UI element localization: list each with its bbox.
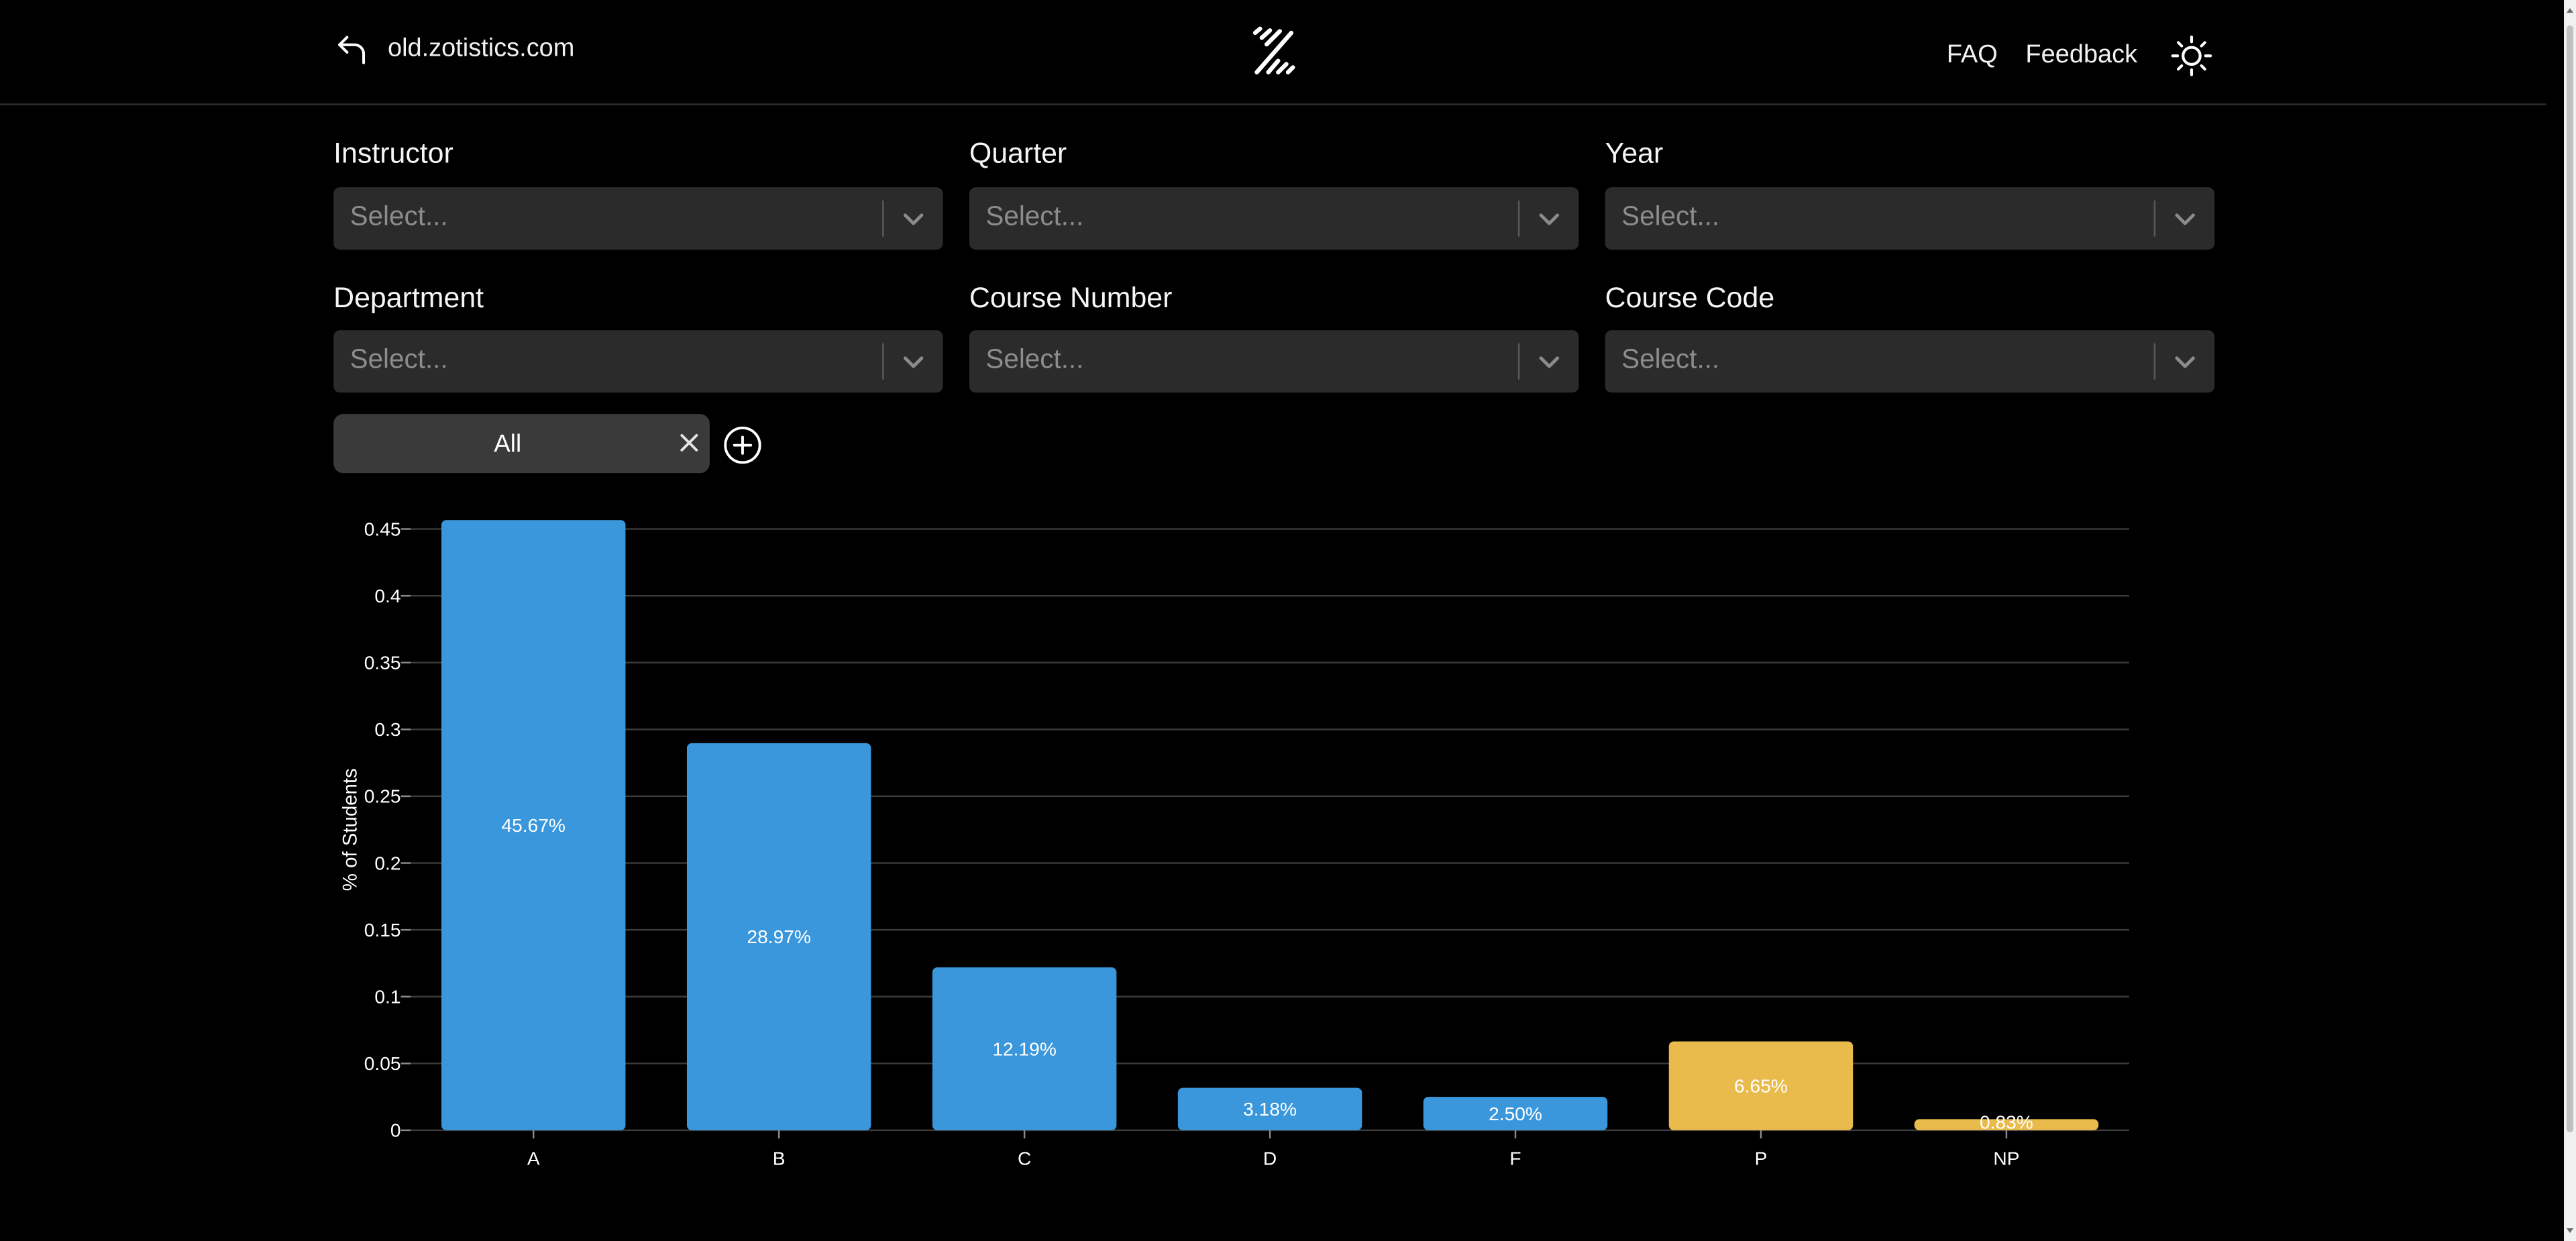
y-axis-label: % of Students bbox=[339, 768, 361, 891]
query-tab-all[interactable]: All bbox=[333, 414, 710, 474]
top-nav: FAQ Feedback bbox=[1947, 34, 2213, 77]
department-label: Department bbox=[333, 280, 484, 314]
select-separator bbox=[882, 343, 884, 380]
bar-f[interactable] bbox=[1423, 1097, 1608, 1130]
bar-value-label: 12.19% bbox=[992, 1038, 1057, 1059]
y-tick-label: 0.1 bbox=[374, 987, 400, 1008]
select-separator bbox=[1517, 343, 1520, 380]
back-arrow-icon bbox=[338, 36, 366, 64]
quarter-placeholder: Select... bbox=[985, 202, 1084, 232]
chevron-down-icon[interactable] bbox=[1538, 207, 1560, 230]
select-separator bbox=[2153, 343, 2156, 380]
course-code-label: Course Code bbox=[1605, 280, 1775, 314]
y-tick-label: 0.2 bbox=[374, 853, 400, 873]
x-tick-label: P bbox=[1755, 1148, 1768, 1169]
department-placeholder: Select... bbox=[350, 345, 448, 375]
course-code-placeholder: Select... bbox=[1621, 345, 1720, 375]
scrollbar-thumb[interactable] bbox=[2567, 25, 2573, 1132]
feedback-link[interactable]: Feedback bbox=[2025, 41, 2138, 69]
bar-c[interactable] bbox=[932, 967, 1117, 1130]
course-number-select[interactable]: Select... bbox=[969, 330, 1579, 393]
chevron-down-icon[interactable] bbox=[2174, 350, 2196, 373]
faq-link[interactable]: FAQ bbox=[1946, 41, 1998, 69]
select-separator bbox=[882, 200, 884, 237]
page-scrollbar[interactable] bbox=[2564, 0, 2576, 1241]
bar-value-label: 0.83% bbox=[1980, 1112, 2033, 1132]
bar-np[interactable] bbox=[1914, 1119, 2099, 1130]
x-tick-label: B bbox=[773, 1148, 786, 1169]
instructor-label: Instructor bbox=[333, 136, 453, 170]
bar-value-label: 28.97% bbox=[747, 926, 811, 947]
bar-p[interactable] bbox=[1668, 1041, 1854, 1130]
y-tick-label: 0.4 bbox=[374, 586, 400, 606]
x-tick-label: D bbox=[1263, 1148, 1277, 1169]
close-icon[interactable] bbox=[678, 432, 700, 453]
x-tick-label: NP bbox=[1993, 1148, 2019, 1169]
bar-value-label: 45.67% bbox=[501, 815, 566, 836]
instructor-placeholder: Select... bbox=[350, 202, 448, 232]
bar-value-label: 2.50% bbox=[1489, 1103, 1542, 1124]
quarter-label: Quarter bbox=[969, 136, 1067, 170]
instructor-select[interactable]: Select... bbox=[333, 187, 943, 250]
select-separator bbox=[1517, 200, 1520, 237]
chevron-down-icon[interactable] bbox=[1538, 350, 1560, 373]
y-tick-label: 0.45 bbox=[364, 519, 401, 539]
select-separator bbox=[2153, 200, 2156, 237]
bar-a[interactable] bbox=[441, 520, 626, 1130]
add-query-plus-icon[interactable] bbox=[723, 425, 763, 465]
bar-d[interactable] bbox=[1177, 1087, 1362, 1130]
y-tick-label: 0.35 bbox=[364, 653, 401, 673]
y-tick-label: 0.3 bbox=[374, 719, 400, 740]
course-code-select[interactable]: Select... bbox=[1605, 330, 2215, 393]
chevron-down-icon[interactable] bbox=[2174, 207, 2196, 230]
chevron-down-icon[interactable] bbox=[902, 350, 925, 373]
y-tick-label: 0 bbox=[390, 1120, 401, 1141]
bar-value-label: 6.65% bbox=[1734, 1075, 1788, 1096]
x-tick-label: A bbox=[527, 1148, 540, 1169]
back-link-text: old.zotistics.com bbox=[387, 34, 575, 63]
chevron-down-icon[interactable] bbox=[902, 207, 925, 230]
quarter-select[interactable]: Select... bbox=[969, 187, 1579, 250]
grade-distribution-chart: 0 0.05 0.1 0.15 0.2 0.25 0.3 0.35 0.4 0.45 % of St… bbox=[339, 519, 2129, 1169]
year-label: Year bbox=[1605, 136, 1664, 170]
zotistics-logo[interactable] bbox=[1248, 26, 1297, 75]
course-number-placeholder: Select... bbox=[985, 345, 1084, 375]
scroll-down-arrow-icon[interactable] bbox=[2567, 1228, 2573, 1233]
x-tick-label: C bbox=[1018, 1148, 1031, 1169]
x-tick-label: F bbox=[1509, 1148, 1521, 1169]
y-tick-label: 0.05 bbox=[364, 1053, 401, 1074]
scroll-up-arrow-icon[interactable] bbox=[2567, 8, 2573, 13]
course-number-label: Course Number bbox=[969, 280, 1173, 314]
y-tick-label: 0.25 bbox=[364, 786, 401, 807]
back-to-old-site-link[interactable]: old.zotistics.com bbox=[333, 32, 574, 68]
top-header: old.zotistics.com FAQ Feedback bbox=[0, 0, 2546, 105]
department-select[interactable]: Select... bbox=[333, 330, 943, 393]
bar-value-label: 3.18% bbox=[1243, 1099, 1297, 1120]
y-tick-label: 0.15 bbox=[364, 920, 401, 940]
year-select[interactable]: Select... bbox=[1605, 187, 2215, 250]
bar-b[interactable] bbox=[686, 743, 871, 1130]
sun-icon[interactable] bbox=[2170, 34, 2213, 77]
query-tab-label: All bbox=[494, 430, 522, 459]
year-placeholder: Select... bbox=[1621, 202, 1720, 232]
